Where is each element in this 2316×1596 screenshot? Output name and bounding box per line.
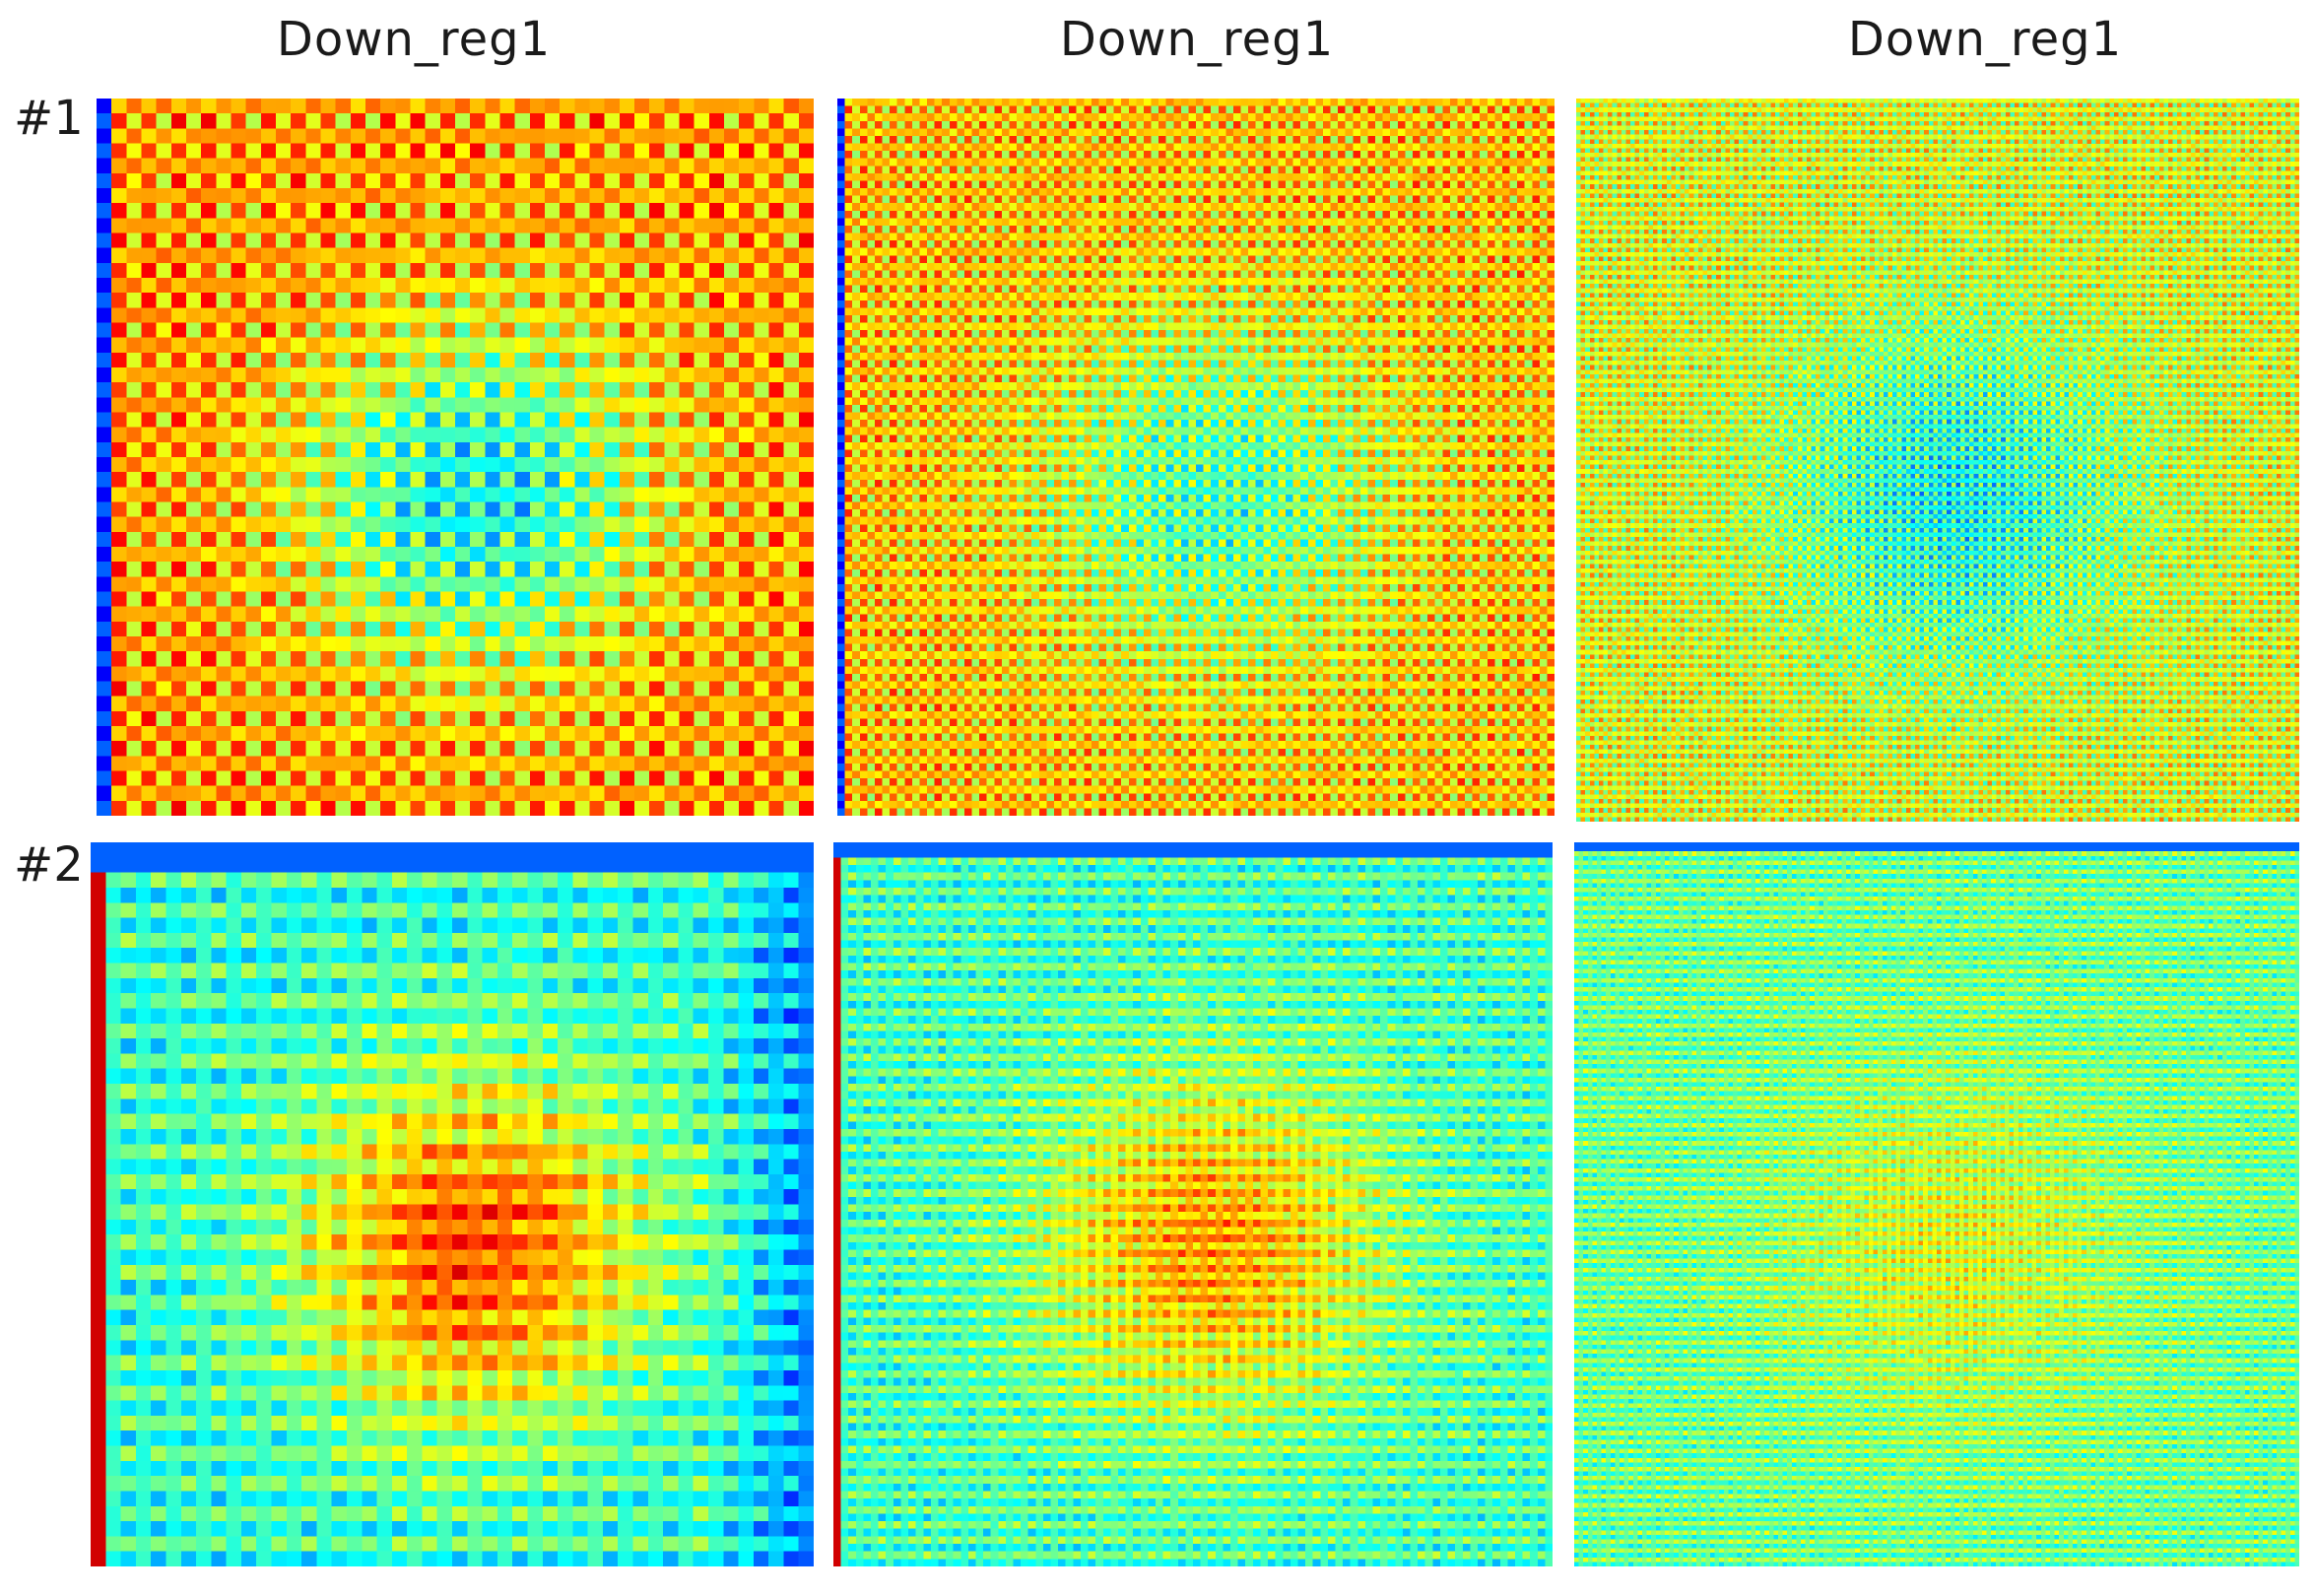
heatmap-panel-r1c3 <box>1576 99 2299 822</box>
column-title-2: Down_reg1 <box>1059 12 1335 67</box>
heatmap-r2c2 <box>833 842 1553 1566</box>
heatmap-r1c1 <box>97 99 814 816</box>
heatmap-panel-r1c1 <box>97 99 814 816</box>
column-title-3: Down_reg1 <box>1847 12 2123 67</box>
heatmap-panel-r2c2 <box>833 842 1553 1566</box>
heatmap-panel-r2c3 <box>1574 842 2299 1566</box>
column-title-1: Down_reg1 <box>276 12 552 67</box>
heatmap-r2c1 <box>91 842 814 1566</box>
row-label-2: #2 <box>14 837 84 893</box>
heatmap-panel-r2c1 <box>91 842 814 1566</box>
heatmap-r2c3 <box>1574 842 2299 1566</box>
row-label-1: #1 <box>14 91 84 146</box>
heatmap-panel-r1c2 <box>837 99 1555 816</box>
heatmap-r1c3 <box>1576 99 2299 822</box>
heatmap-r1c2 <box>837 99 1555 816</box>
